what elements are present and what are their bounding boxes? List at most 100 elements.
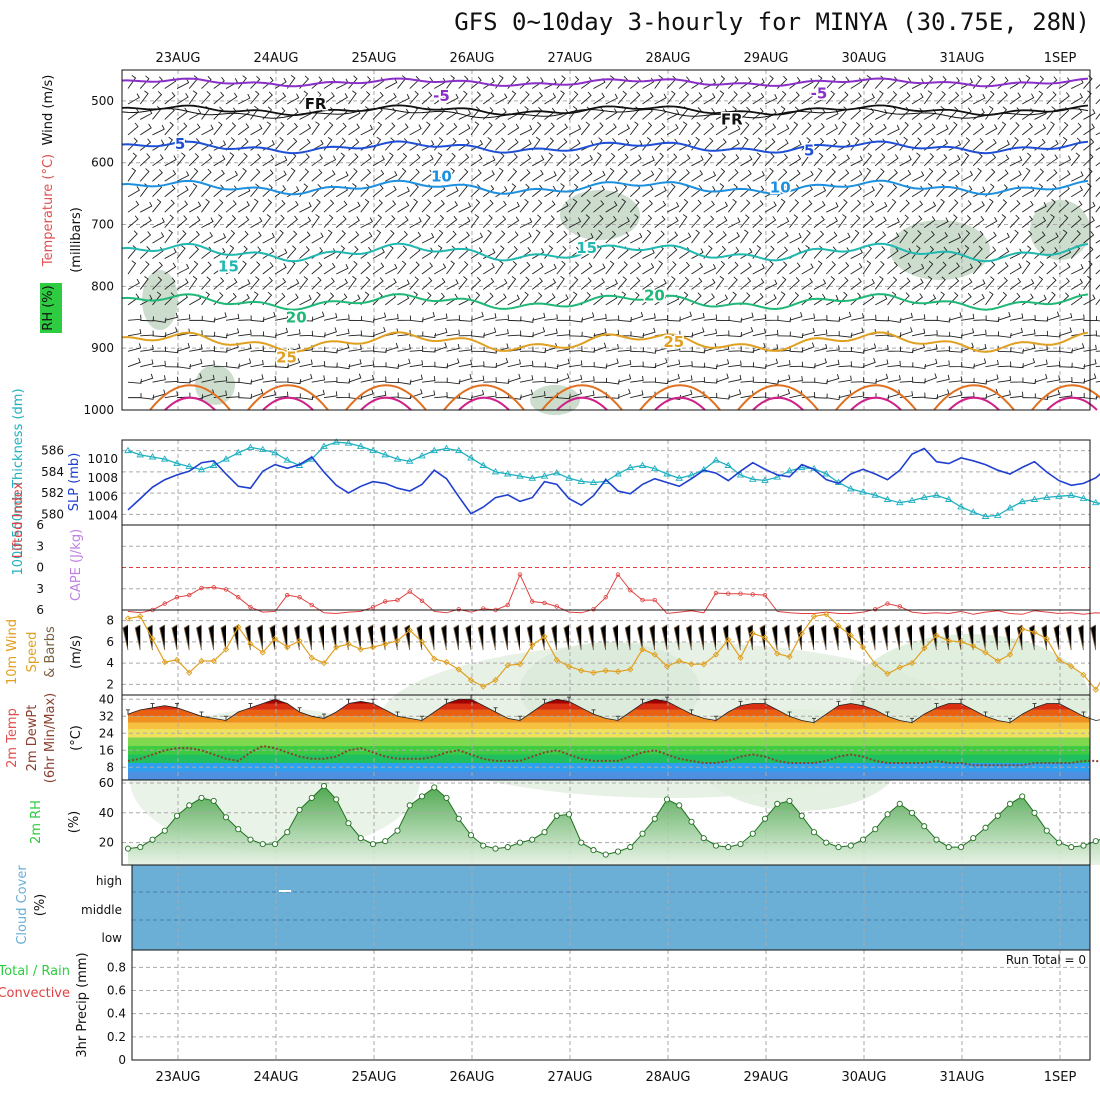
wind-barb bbox=[727, 106, 737, 120]
wind-barb bbox=[715, 294, 729, 306]
rh-point bbox=[798, 812, 805, 819]
wind-barb bbox=[323, 362, 338, 368]
wind-barb bbox=[225, 92, 238, 105]
wind-barb bbox=[127, 293, 140, 306]
wind-barb bbox=[850, 214, 861, 228]
wind-barb bbox=[384, 245, 394, 259]
wind-barb bbox=[617, 217, 630, 229]
wind-barb bbox=[997, 140, 1010, 151]
wind-barb bbox=[348, 75, 358, 89]
wind-barb bbox=[887, 375, 901, 383]
label-2m-temp: 2m Temp bbox=[5, 708, 20, 768]
wind-barb bbox=[152, 375, 166, 383]
wind-barb bbox=[838, 184, 849, 198]
wind-barb bbox=[188, 75, 199, 89]
wind-barb bbox=[703, 293, 715, 306]
wind-barb bbox=[434, 327, 448, 337]
rh-point bbox=[663, 796, 671, 803]
wind-barb bbox=[838, 361, 852, 368]
wind-barb bbox=[213, 91, 225, 105]
wind-barb bbox=[532, 391, 546, 399]
wind-barb bbox=[176, 314, 191, 321]
thickness-point bbox=[479, 461, 488, 468]
li-point bbox=[603, 595, 608, 600]
wind-speed-point bbox=[835, 622, 842, 630]
wind-barb bbox=[911, 328, 926, 337]
wind-barb bbox=[127, 107, 140, 120]
wind-barb bbox=[642, 363, 657, 369]
thickness-point bbox=[344, 439, 353, 446]
wind-barb bbox=[740, 312, 754, 321]
wind-barb bbox=[1071, 378, 1085, 384]
wind-barb bbox=[617, 198, 627, 213]
wind-speed-point bbox=[651, 651, 658, 658]
label-cape: CAPE (J/kg) bbox=[69, 529, 84, 601]
wind-barb bbox=[605, 201, 618, 213]
label-temp-units: (°C) bbox=[69, 725, 84, 751]
wind-barb bbox=[666, 168, 677, 182]
wind-barb bbox=[666, 201, 680, 213]
wind-barb bbox=[360, 346, 375, 352]
wind-barb bbox=[1046, 361, 1061, 368]
wind-barb bbox=[838, 346, 853, 352]
wind-barb bbox=[421, 347, 436, 353]
wind-barb bbox=[274, 199, 286, 213]
wind-barb bbox=[164, 184, 176, 198]
y-tick-temp: 32 bbox=[99, 709, 114, 723]
wind-barb bbox=[1095, 147, 1100, 151]
wind-barb bbox=[826, 124, 838, 136]
wind-barb bbox=[495, 314, 509, 321]
wind-barb bbox=[948, 91, 960, 105]
wind-barb bbox=[899, 77, 912, 89]
wind-barb bbox=[703, 122, 715, 136]
wind-barb bbox=[225, 122, 237, 136]
wind-barb bbox=[605, 137, 617, 151]
wind-barb bbox=[1046, 214, 1055, 228]
wind-barb bbox=[764, 329, 779, 337]
wind-barb bbox=[764, 216, 777, 229]
wind-speed-point bbox=[149, 635, 156, 642]
wind-barb bbox=[666, 345, 681, 352]
date-label-bottom: 26AUG bbox=[449, 1070, 494, 1085]
rh-point bbox=[308, 794, 315, 801]
wind-barb bbox=[715, 108, 729, 120]
wind-barb bbox=[887, 217, 900, 229]
rh-point bbox=[688, 818, 695, 825]
wind-barb bbox=[544, 363, 559, 370]
wind-barb bbox=[397, 394, 412, 400]
wind-speed-point bbox=[529, 641, 536, 649]
li-point bbox=[395, 597, 400, 603]
wind-barb bbox=[213, 376, 228, 383]
wind-barb bbox=[458, 359, 473, 368]
wind-barb bbox=[433, 214, 445, 228]
wind-barb bbox=[1058, 92, 1070, 105]
wind-barb bbox=[421, 91, 433, 105]
rh-point bbox=[137, 844, 144, 851]
rh-point bbox=[1019, 793, 1026, 800]
thickness-point bbox=[969, 508, 978, 515]
wind-barb bbox=[936, 153, 948, 167]
wind-barb bbox=[421, 376, 436, 383]
minmax-marker bbox=[1057, 698, 1061, 705]
wind-barb bbox=[140, 123, 152, 136]
wind-speed-point bbox=[198, 657, 205, 665]
wind-barb bbox=[1058, 170, 1071, 182]
rh-point bbox=[884, 811, 891, 818]
wind-barb bbox=[752, 78, 765, 89]
wind-barb bbox=[678, 276, 690, 290]
wind-barb bbox=[997, 361, 1012, 368]
li-point bbox=[162, 601, 167, 606]
isotherm-minus5 bbox=[121, 77, 1089, 88]
wind-barb bbox=[323, 292, 335, 306]
thickness-point bbox=[748, 475, 757, 482]
wind-barb bbox=[752, 278, 765, 290]
wind-barb bbox=[544, 171, 557, 182]
wind-barb bbox=[250, 183, 260, 198]
wind-barb bbox=[201, 231, 214, 244]
rh-point bbox=[382, 838, 389, 845]
wind-barb bbox=[691, 77, 704, 89]
y-tick-li: 3 bbox=[36, 582, 44, 596]
wind-barb bbox=[727, 183, 738, 198]
label-slp: SLP (mb) bbox=[67, 453, 82, 512]
wind-barb bbox=[188, 168, 199, 182]
